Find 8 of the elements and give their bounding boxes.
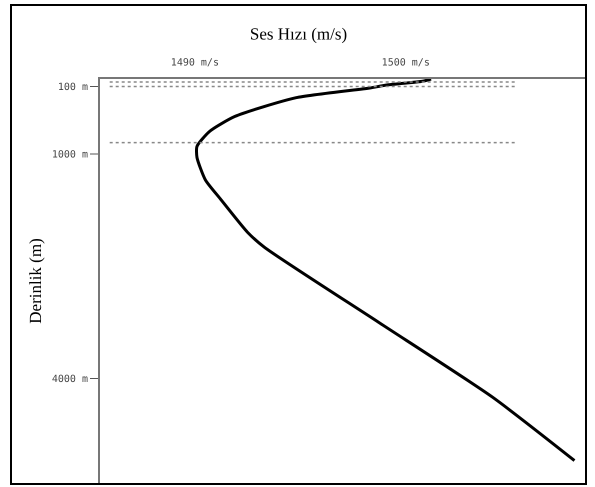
- y-tick-label: 4000 m: [52, 374, 88, 385]
- y-tick-label: 1000 m: [52, 149, 88, 160]
- x-tick-label: 1500 m/s: [382, 57, 430, 68]
- chart-title: Ses Hızı (m/s): [250, 24, 348, 44]
- y-axis-title: Derinlik (m): [26, 238, 45, 324]
- line-series: [195, 79, 576, 462]
- y-tick-label: 100 m: [58, 82, 88, 93]
- x-tick-label: 1490 m/s: [170, 57, 219, 68]
